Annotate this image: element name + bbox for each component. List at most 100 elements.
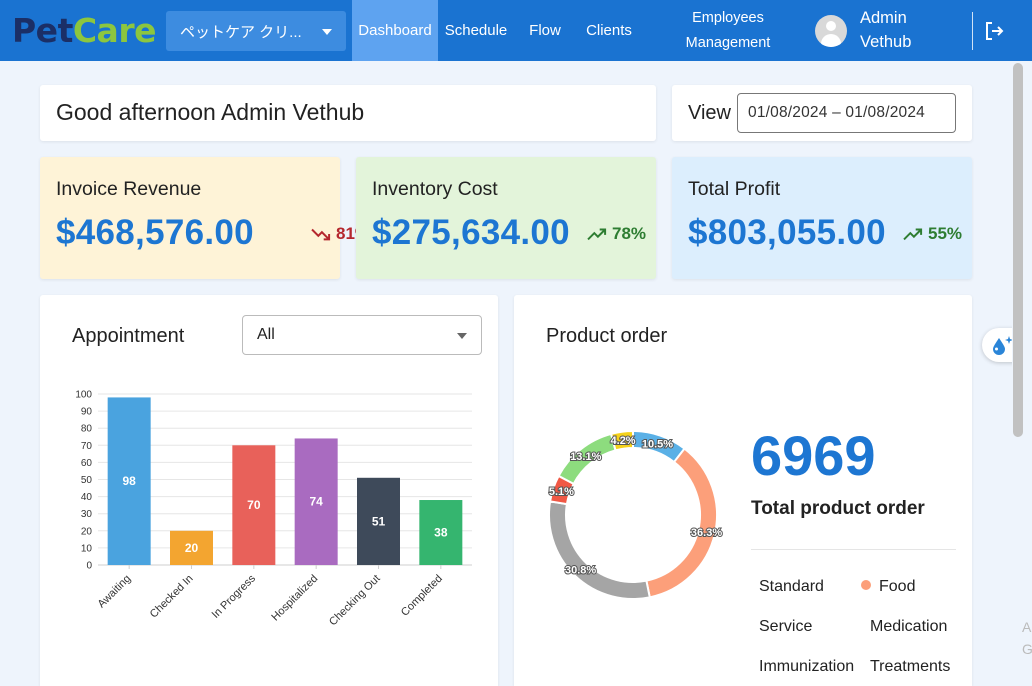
slice-percent-label: 10.5% — [642, 439, 673, 451]
bar[interactable] — [357, 477, 400, 565]
bar-value-label: 74 — [309, 495, 323, 509]
stat-title: Inventory Cost — [372, 178, 498, 200]
greeting-card: Good afternoon Admin Vethub — [40, 85, 656, 141]
product-order-donut-chart: 10.5% 36.3% 30.8% 5.1% 13.1% 4.2% — [548, 429, 723, 600]
clinic-selector-value: ペットケア クリ... — [180, 24, 302, 41]
nav-divider — [972, 12, 973, 50]
y-tick-label: 60 — [81, 458, 93, 469]
donut-slice[interactable] — [548, 500, 651, 600]
watermark-line2: G — [1022, 641, 1032, 657]
bar[interactable] — [232, 445, 276, 565]
nav-employees-line1: Employees — [692, 9, 764, 26]
y-tick-label: 20 — [81, 526, 93, 537]
x-category-label: In Progress — [210, 572, 259, 621]
legend-divider — [751, 549, 956, 550]
bar-value-label: 98 — [122, 474, 136, 488]
nav-dashboard[interactable]: Dashboard — [352, 0, 438, 61]
bar[interactable] — [294, 438, 338, 565]
x-category-label: Awaiting — [96, 573, 134, 611]
y-tick-label: 80 — [81, 424, 93, 435]
stat-trend: 55% — [902, 224, 962, 244]
legend-label: Service — [759, 618, 813, 635]
water-drop-sparkle-icon — [993, 336, 1013, 355]
logout-icon[interactable] — [982, 19, 1006, 43]
donut-slice[interactable] — [609, 429, 634, 452]
vertical-scrollbar[interactable] — [1012, 61, 1032, 686]
x-category-label: Hospitalized — [269, 573, 320, 624]
legend-food[interactable]: Food — [861, 578, 915, 596]
slice-percent-label: 5.1% — [549, 486, 574, 498]
watermark: A G — [1022, 616, 1032, 660]
appointment-bar-chart: 0 10 20 30 40 50 60 70 80 90 100 98 Awaiting 20 Checke… — [75, 390, 472, 628]
x-category-label: Completed — [399, 573, 445, 619]
chevron-down-icon — [322, 29, 332, 35]
stat-trend: 78% — [586, 224, 646, 244]
y-tick-label: 100 — [75, 390, 92, 401]
nav-employees-management[interactable]: Employees Management — [668, 0, 788, 61]
user-avatar-icon[interactable] — [815, 15, 847, 47]
stat-title: Total Profit — [688, 178, 781, 200]
legend-label: Medication — [870, 618, 948, 635]
bar-value-label: 38 — [434, 526, 448, 540]
watermark-line1: A — [1022, 619, 1032, 635]
legend-standard[interactable]: Standard — [759, 578, 824, 596]
petcare-logo[interactable]: PetCare — [12, 11, 157, 50]
y-tick-label: 50 — [81, 475, 93, 486]
legend-service[interactable]: Service — [759, 618, 812, 636]
user-name[interactable]: Admin Vethub — [860, 6, 911, 54]
y-tick-label: 70 — [81, 441, 93, 452]
date-range-input[interactable]: 01/08/2024 – 01/08/2024 — [737, 93, 956, 133]
y-tick-label: 30 — [81, 509, 93, 520]
total-product-order-value: 6969 — [751, 424, 876, 487]
logo-text-care: Care — [72, 11, 157, 50]
appointment-title: Appointment — [72, 325, 185, 347]
x-category-label: Checked In — [148, 573, 196, 621]
legend-immunization[interactable]: Immunization — [759, 658, 854, 676]
y-tick-label: 10 — [81, 543, 93, 554]
bar-value-label: 51 — [372, 514, 386, 528]
trending-up-icon — [903, 228, 923, 241]
greeting-text: Good afternoon Admin Vethub — [56, 99, 365, 125]
stat-trend-value: 78% — [612, 224, 647, 243]
user-first-name: Admin — [860, 9, 907, 27]
bar[interactable] — [107, 397, 151, 565]
legend-label: Immunization — [759, 658, 855, 675]
bar-value-label: 20 — [185, 541, 199, 555]
donut-slice[interactable] — [645, 447, 718, 599]
legend-label: Standard — [759, 578, 824, 595]
user-last-name: Vethub — [860, 33, 912, 51]
slice-percent-label: 36.3% — [691, 527, 722, 539]
bar[interactable] — [170, 530, 213, 565]
product-order-title: Product order — [546, 325, 668, 347]
total-product-order-label: Total product order — [751, 498, 925, 519]
scrollbar-thumb[interactable] — [1013, 63, 1023, 437]
stat-amount: $468,576.00 — [56, 213, 254, 252]
stat-amount: $803,055.00 — [688, 213, 886, 252]
bar[interactable] — [419, 500, 463, 565]
top-navbar: PetCare ペットケア クリ... Dashboard Schedule F… — [0, 0, 1032, 61]
nav-clients[interactable]: Clients — [586, 22, 632, 39]
legend-dot-icon — [861, 580, 871, 590]
y-tick-label: 0 — [86, 561, 92, 572]
legend-treatments[interactable]: Treatments — [870, 658, 950, 676]
product-order-card: Product order 10.5% 36.3% 30.8% 5.1% 13.1% 4.… — [514, 295, 972, 686]
nav-flow[interactable]: Flow — [529, 22, 561, 39]
nav-schedule[interactable]: Schedule — [444, 22, 508, 39]
appointment-card: Appointment All 0 10 20 30 40 50 60 70 80 90 100 98… — [40, 295, 498, 686]
appointment-filter-value: All — [257, 326, 275, 343]
legend-medication[interactable]: Medication — [870, 618, 947, 636]
stat-amount: $275,634.00 — [372, 213, 570, 252]
trending-down-icon — [311, 228, 331, 241]
y-tick-label: 90 — [81, 407, 93, 418]
stat-trend-value: 55% — [928, 224, 963, 243]
stat-card-invoice-revenue: Invoice Revenue $468,576.00 81% — [40, 157, 370, 279]
nav-employees-line2: Management — [685, 34, 771, 51]
slice-percent-label: 13.1% — [570, 451, 601, 463]
chevron-down-icon — [457, 333, 467, 339]
slice-percent-label: 4.2% — [611, 435, 636, 447]
legend-label: Food — [879, 578, 916, 595]
stat-card-total-profit: Total Profit $803,055.00 55% — [672, 157, 972, 279]
logo-text-pet: Pet — [12, 11, 73, 50]
appointment-filter-select[interactable]: All — [242, 315, 482, 355]
clinic-selector[interactable]: ペットケア クリ... — [166, 11, 346, 51]
